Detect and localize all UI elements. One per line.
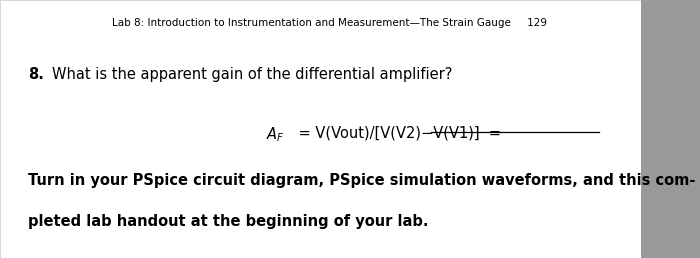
Text: pleted lab handout at the beginning of your lab.: pleted lab handout at the beginning of y… [28,214,428,229]
Text: $A_F$: $A_F$ [266,125,285,144]
Text: What is the apparent gain of the differential amplifier?: What is the apparent gain of the differe… [52,67,453,82]
Bar [640,0,700,258]
Text: 8.: 8. [28,67,44,82]
Text: Lab 8: Introduction to Instrumentation and Measurement—The Strain Gauge     129: Lab 8: Introduction to Instrumentation a… [111,18,547,28]
Text: = V(Vout)/[V(V2)−V(V1)]  =: = V(Vout)/[V(V2)−V(V1)] = [294,125,501,140]
Text: Turn in your PSpice circuit diagram, PSpice simulation waveforms, and this com-: Turn in your PSpice circuit diagram, PSp… [28,173,695,188]
